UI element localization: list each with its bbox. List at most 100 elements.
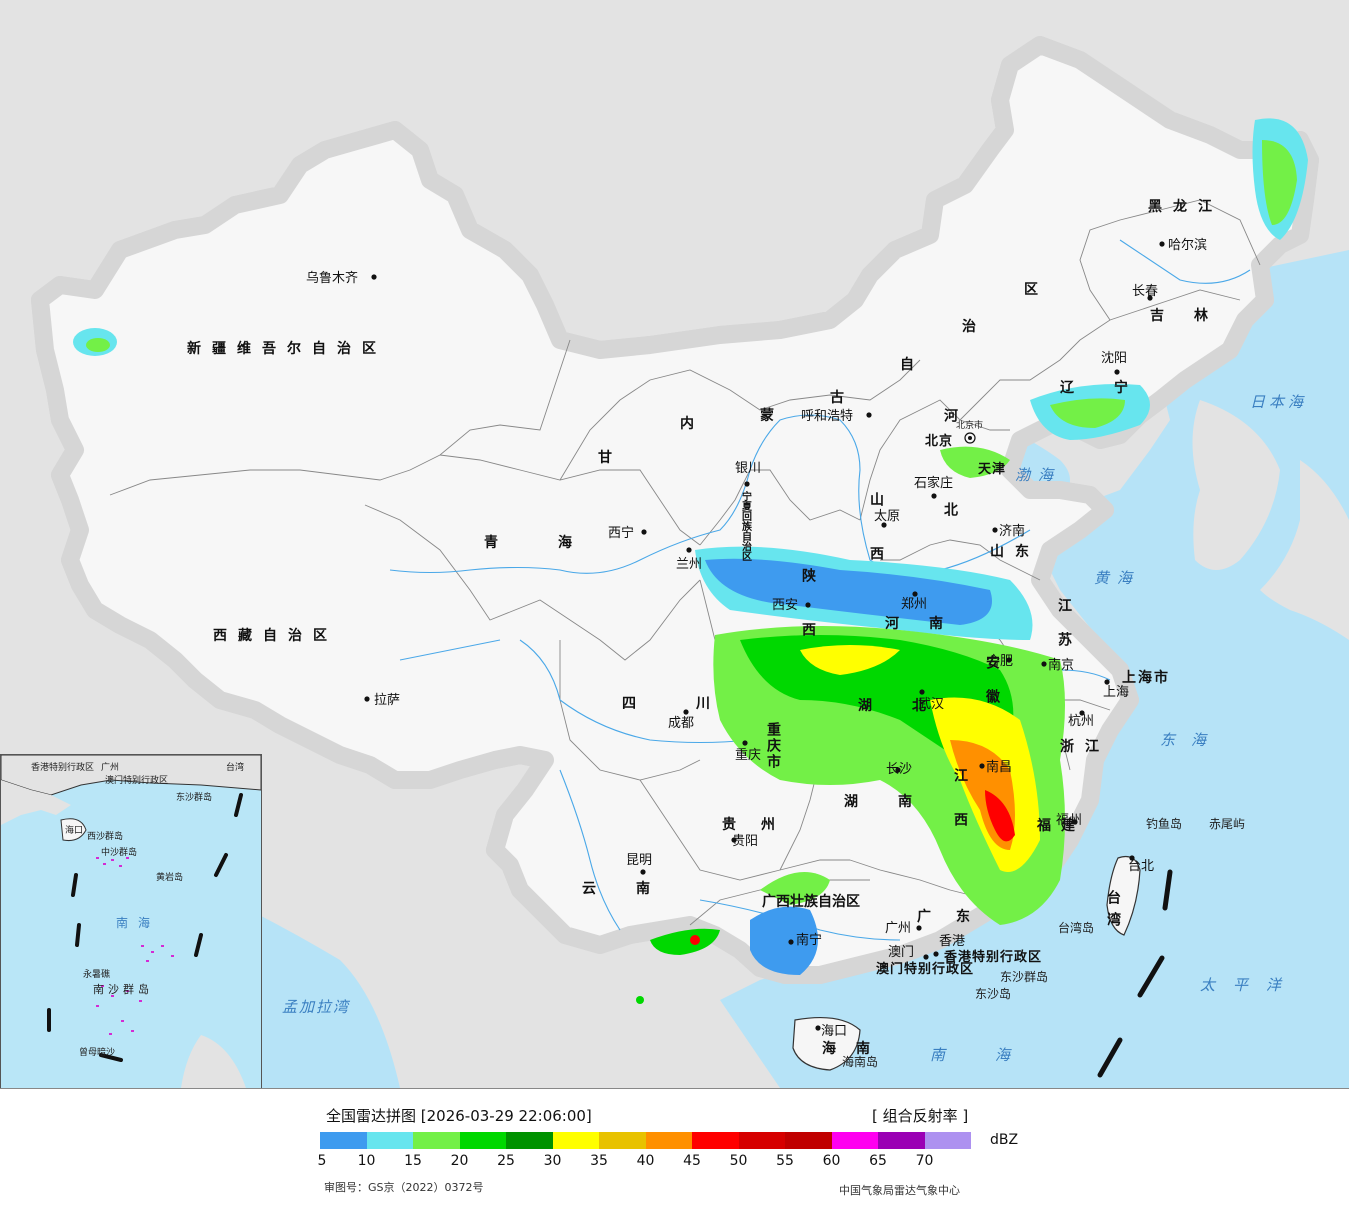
- svg-text:澳门: 澳门: [888, 944, 914, 960]
- source-credit: 中国气象局雷达气象中心: [839, 1184, 960, 1197]
- scale-tick-label: 45: [683, 1153, 701, 1169]
- scale-tick-label: 30: [543, 1153, 562, 1169]
- svg-text:西安: 西安: [772, 598, 798, 613]
- inset-guangzhou: 广州: [101, 761, 119, 773]
- label-neimenggu-3: 古: [830, 389, 855, 406]
- label-nanhai: 南海: [930, 1046, 1060, 1064]
- label-guangxi: 广西壮族自治区: [762, 893, 860, 910]
- radar-map[interactable]: 新疆维吾尔自治区 西藏自治区 青海 甘 内 蒙 古 自 治 区 黑龙江 吉林 辽…: [0, 0, 1349, 1089]
- color-swatch: [692, 1132, 739, 1149]
- label-mengjialawan: 孟加拉湾: [282, 998, 351, 1016]
- label-shaanxi: 陕西: [800, 567, 816, 676]
- label-taiwandao: 台湾岛: [1058, 920, 1094, 935]
- radar-echoes: [73, 118, 1308, 1004]
- inset-huangyan: 黄岩岛: [156, 871, 183, 883]
- label-hainan: 海南: [822, 1040, 890, 1057]
- label-beijing-city: 北京市: [956, 419, 983, 431]
- label-huanghai: 黄海: [1094, 569, 1140, 587]
- city-hangzhou: 杭州: [1068, 710, 1094, 729]
- city-hohhot: 呼和浩特: [801, 409, 872, 424]
- svg-text:重庆: 重庆: [735, 747, 761, 763]
- inset-dongsha: 东沙群岛: [176, 791, 212, 803]
- label-neimenggu-4: 自: [900, 356, 925, 373]
- svg-text:济南: 济南: [999, 523, 1025, 539]
- scale-tick-label: 65: [869, 1153, 887, 1169]
- label-taipingyang: 太平洋: [1200, 976, 1299, 994]
- city-lanzhou: 兰州: [676, 547, 702, 572]
- label-gansu: 甘: [598, 449, 623, 466]
- scale-tick-label: 70: [915, 1153, 934, 1169]
- label-dongshaqundao: 东沙群岛: [1000, 969, 1048, 984]
- label-hubei: 湖北: [858, 698, 966, 714]
- inset-aomen: 澳门特别行政区: [105, 774, 168, 786]
- inset-zengmu: 曾母暗沙: [79, 1046, 115, 1058]
- label-jiangsu: 江苏: [1056, 597, 1072, 666]
- label-ribenhai: 日本海: [1250, 393, 1307, 411]
- city-chengdu: 成都: [668, 709, 694, 731]
- svg-text:合肥: 合肥: [987, 654, 1013, 669]
- svg-text:广州: 广州: [885, 921, 911, 936]
- svg-text:台北: 台北: [1128, 859, 1154, 874]
- south-china-sea-inset: 香港特别行政区 澳门特别行政区 东沙群岛 海口 西沙群岛 中沙群岛 黄岩岛 南海…: [0, 754, 262, 1088]
- label-shandong: 山东: [990, 543, 1040, 560]
- svg-text:昆明: 昆明: [626, 853, 652, 868]
- svg-text:海口: 海口: [821, 1024, 847, 1039]
- label-chongqing: 重庆市: [765, 721, 781, 770]
- svg-text:南宁: 南宁: [796, 932, 822, 948]
- svg-text:太原: 太原: [874, 509, 900, 524]
- color-swatch: [599, 1132, 646, 1149]
- scale-tick-label: 35: [590, 1153, 608, 1169]
- svg-text:乌鲁木齐: 乌鲁木齐: [306, 270, 358, 286]
- label-liaoning: 辽宁: [1060, 379, 1168, 396]
- scale-tick-label: 55: [776, 1153, 794, 1169]
- city-wuhan: 武汉: [918, 689, 944, 712]
- city-shanghai: 上海: [1103, 679, 1129, 700]
- label-sichuan: 四川: [622, 696, 770, 712]
- city-beijing-capital: [964, 432, 976, 444]
- inset-xisha: 西沙群岛: [87, 830, 123, 842]
- legend-panel: 全国雷达拼图 [2026-03-29 22:06:00] [ 组合反射率 ] d…: [0, 1089, 1349, 1208]
- city-hefei: 合肥: [987, 654, 1013, 669]
- city-taiyuan: 太原: [874, 509, 900, 528]
- city-guiyang: 贵阳: [731, 834, 758, 849]
- pacific-sea: [720, 250, 1349, 1088]
- province-labels: 新疆维吾尔自治区 西藏自治区 青海 甘 内 蒙 古 自 治 区 黑龙江 吉林 辽…: [187, 198, 1238, 1057]
- inset-svg: 香港特别行政区 澳门特别行政区 东沙群岛 海口 西沙群岛 中沙群岛 黄岩岛 南海…: [1, 755, 261, 1088]
- korea-land: [1192, 400, 1280, 570]
- label-fujian: 福建: [1036, 817, 1085, 834]
- city-yinchuan: 银川: [735, 461, 761, 487]
- color-scale-ticks: 5 10 15 20 25 30 35 40 45 50 55 60 65 70: [318, 1153, 980, 1171]
- label-xizang: 西藏自治区: [213, 627, 338, 644]
- svg-text:贵阳: 贵阳: [732, 834, 758, 849]
- color-scale: [320, 1132, 971, 1149]
- label-shanxi: 山西: [868, 492, 884, 600]
- label-hainandao: 海南岛: [842, 1054, 878, 1069]
- city-nanning: 南宁: [788, 932, 822, 948]
- label-guizhou: 贵州: [722, 816, 800, 833]
- label-jilin: 吉林: [1150, 307, 1238, 324]
- dash-line: [1097, 869, 1173, 1078]
- color-swatch: [878, 1132, 925, 1149]
- label-diaoyudao: 钓鱼岛: [1146, 816, 1182, 831]
- color-swatch: [506, 1132, 553, 1149]
- color-swatch: [320, 1132, 367, 1149]
- label-beijing: 北京: [925, 433, 953, 449]
- scale-tick-label: 40: [636, 1153, 655, 1169]
- inset-yongshu: 永暑礁: [83, 968, 110, 980]
- svg-text:福州: 福州: [1056, 813, 1082, 828]
- label-guangdong: 广东: [917, 908, 995, 925]
- color-swatch: [366, 1132, 413, 1149]
- label-shanghai: 上海市: [1122, 669, 1170, 686]
- sea-labels: 渤海 黄海 东海 南海 日本海 太平洋 孟加拉湾 钓鱼岛 赤尾屿 东沙群岛 东沙…: [282, 393, 1307, 1069]
- svg-text:石家庄: 石家庄: [914, 475, 953, 491]
- color-swatch: [459, 1132, 506, 1149]
- label-taiwan: 台湾: [1105, 889, 1121, 934]
- inset-haikou: 海口: [65, 824, 83, 836]
- label-hunan: 湖南: [844, 793, 952, 810]
- svg-text:香港: 香港: [939, 934, 965, 949]
- svg-text:南京: 南京: [1048, 657, 1074, 673]
- label-ningxia: 宁夏回族自治区: [740, 490, 753, 561]
- city-chongqing: 重庆: [735, 740, 761, 763]
- city-haikou: 海口: [815, 1024, 847, 1039]
- label-qinghai: 青海: [484, 534, 632, 551]
